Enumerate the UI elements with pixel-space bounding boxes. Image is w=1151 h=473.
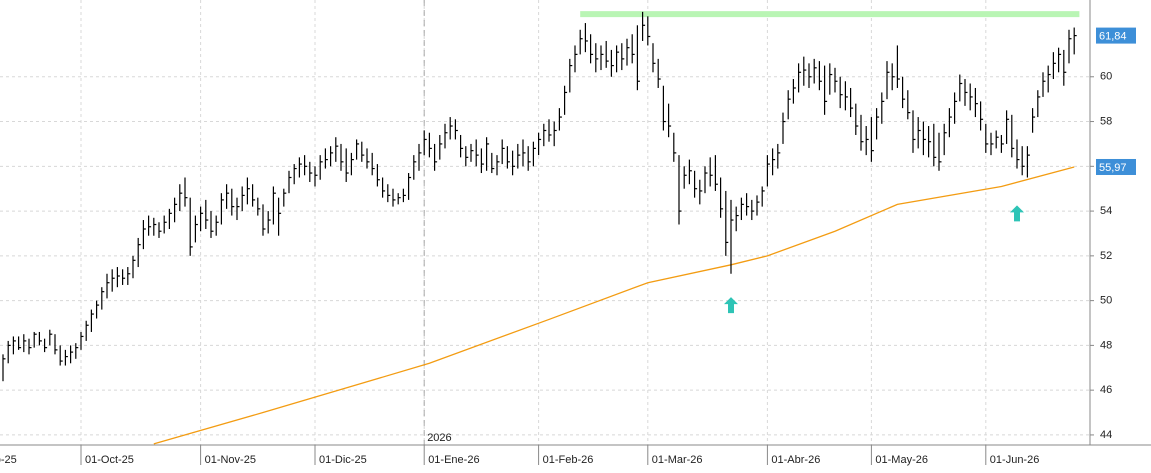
x-tick-label: 01-Feb-26 — [543, 454, 594, 466]
x-tick-label: 01-Abr-26 — [771, 454, 820, 466]
price-label: 55,97 — [1099, 162, 1127, 174]
y-tick-label: 48 — [1100, 339, 1112, 351]
x-tick-label: 01-Sep-25 — [0, 454, 17, 466]
y-tick-label: 52 — [1100, 250, 1112, 262]
year-label: 2026 — [427, 432, 451, 444]
y-tick-label: 58 — [1100, 115, 1112, 127]
plot-area — [2, 11, 1080, 445]
x-tick-label: 01-Mar-26 — [652, 454, 703, 466]
x-tick-label: 01-Jun-26 — [990, 454, 1040, 466]
price-label-box — [1096, 158, 1136, 175]
y-tick-label: 44 — [1100, 429, 1112, 441]
price-label: 61,84 — [1099, 30, 1127, 42]
x-tick-label: 01-Oct-25 — [85, 454, 134, 466]
y-tick-label: 54 — [1100, 205, 1112, 217]
x-tick-label: 01-Dic-25 — [319, 454, 367, 466]
x-tick-label: 01-Nov-25 — [205, 454, 256, 466]
y-tick-label: 50 — [1100, 295, 1112, 307]
price-label-box — [1096, 27, 1136, 44]
signal-arrow — [1010, 205, 1024, 222]
x-tick-label: 01-Ene-26 — [428, 454, 479, 466]
x-tick-label: 01-May-26 — [875, 454, 928, 466]
y-tick-label: 46 — [1100, 384, 1112, 396]
signal-arrow — [724, 297, 738, 314]
y-tick-label: 60 — [1100, 71, 1112, 83]
